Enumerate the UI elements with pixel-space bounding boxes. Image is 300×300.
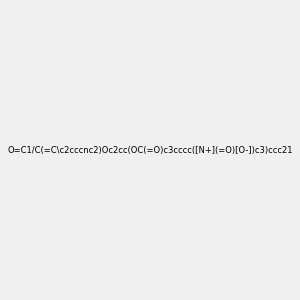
- Text: O=C1/C(=C\c2cccnc2)Oc2cc(OC(=O)c3cccc([N+](=O)[O-])c3)ccc21: O=C1/C(=C\c2cccnc2)Oc2cc(OC(=O)c3cccc([N…: [7, 146, 293, 154]
